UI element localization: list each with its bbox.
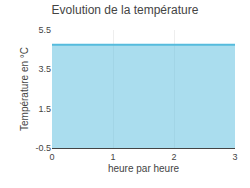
svg-text:5.5: 5.5 bbox=[38, 25, 51, 35]
svg-text:1: 1 bbox=[110, 152, 115, 162]
svg-text:Température en °C: Température en °C bbox=[19, 47, 30, 131]
svg-text:0: 0 bbox=[49, 152, 54, 162]
svg-text:3: 3 bbox=[232, 152, 237, 162]
svg-text:Evolution de la température: Evolution de la température bbox=[52, 3, 199, 17]
svg-text:1.5: 1.5 bbox=[38, 104, 51, 114]
svg-text:heure par heure: heure par heure bbox=[108, 163, 180, 174]
svg-text:3.5: 3.5 bbox=[38, 64, 51, 74]
svg-text:-0.5: -0.5 bbox=[35, 143, 51, 153]
svg-text:2: 2 bbox=[171, 152, 176, 162]
